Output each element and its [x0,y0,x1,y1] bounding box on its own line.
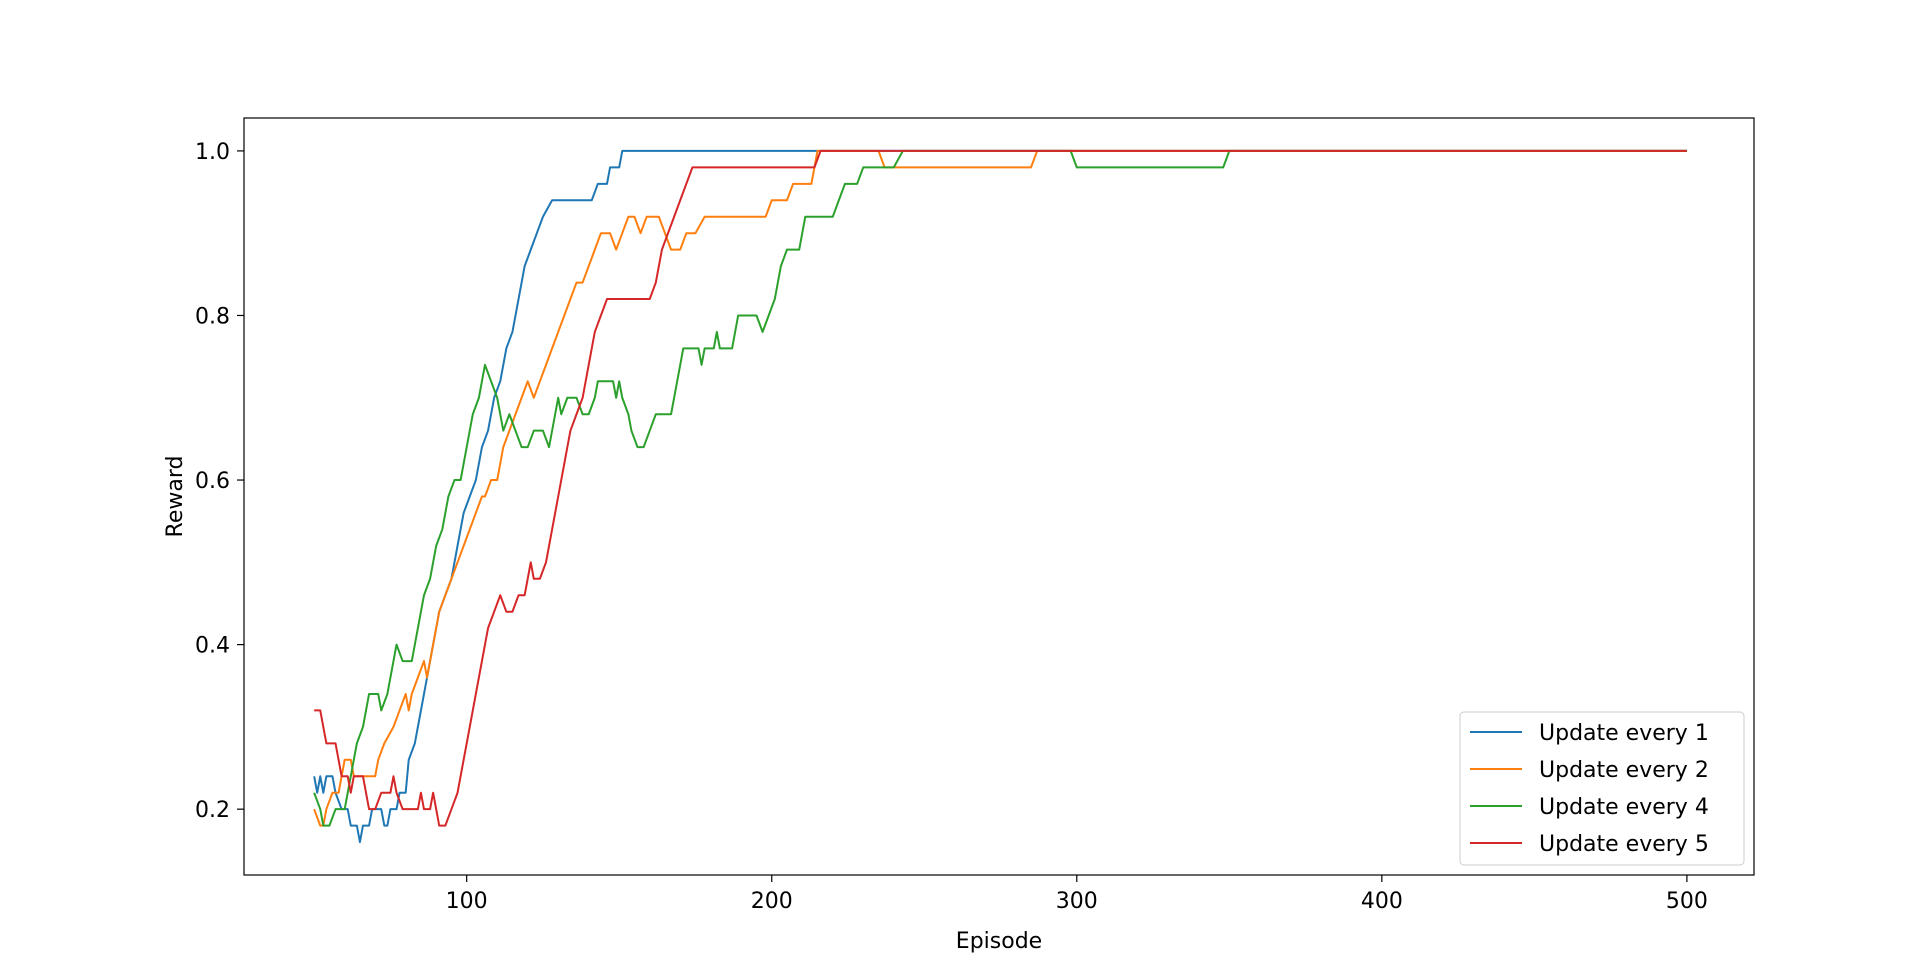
series-layer [313,149,1687,844]
plot-frame [243,117,1755,876]
series-line-4 [314,149,1687,827]
series-line-3 [313,149,1687,827]
x-tick-label: 200 [751,889,793,914]
x-tick-label: 500 [1666,889,1708,914]
y-axis: 0.2 0.4 0.6 0.8 1.0 [195,140,244,823]
legend-label-2: Update every 2 [1539,758,1709,783]
y-tick-label: 0.8 [195,304,230,329]
y-tick-label: 0.2 [195,798,230,823]
x-axis: 100 200 300 400 500 [446,875,1708,914]
x-tick-label: 400 [1361,889,1403,914]
y-tick-label: 1.0 [195,140,230,165]
legend-label-3: Update every 4 [1539,795,1709,820]
legend-box [1459,711,1745,866]
x-axis-label: Episode [956,929,1042,954]
x-tick-label: 300 [1056,889,1098,914]
legend-label-4: Update every 5 [1539,832,1709,857]
x-tick-label: 100 [446,889,488,914]
series-line-2 [313,149,1687,827]
y-axis-label: Reward [163,456,188,538]
legend-label-1: Update every 1 [1539,721,1709,746]
y-tick-label: 0.4 [195,634,230,659]
legend: Update every 1 Update every 2 Update every… [1459,711,1745,866]
y-tick-label: 0.6 [195,469,230,494]
